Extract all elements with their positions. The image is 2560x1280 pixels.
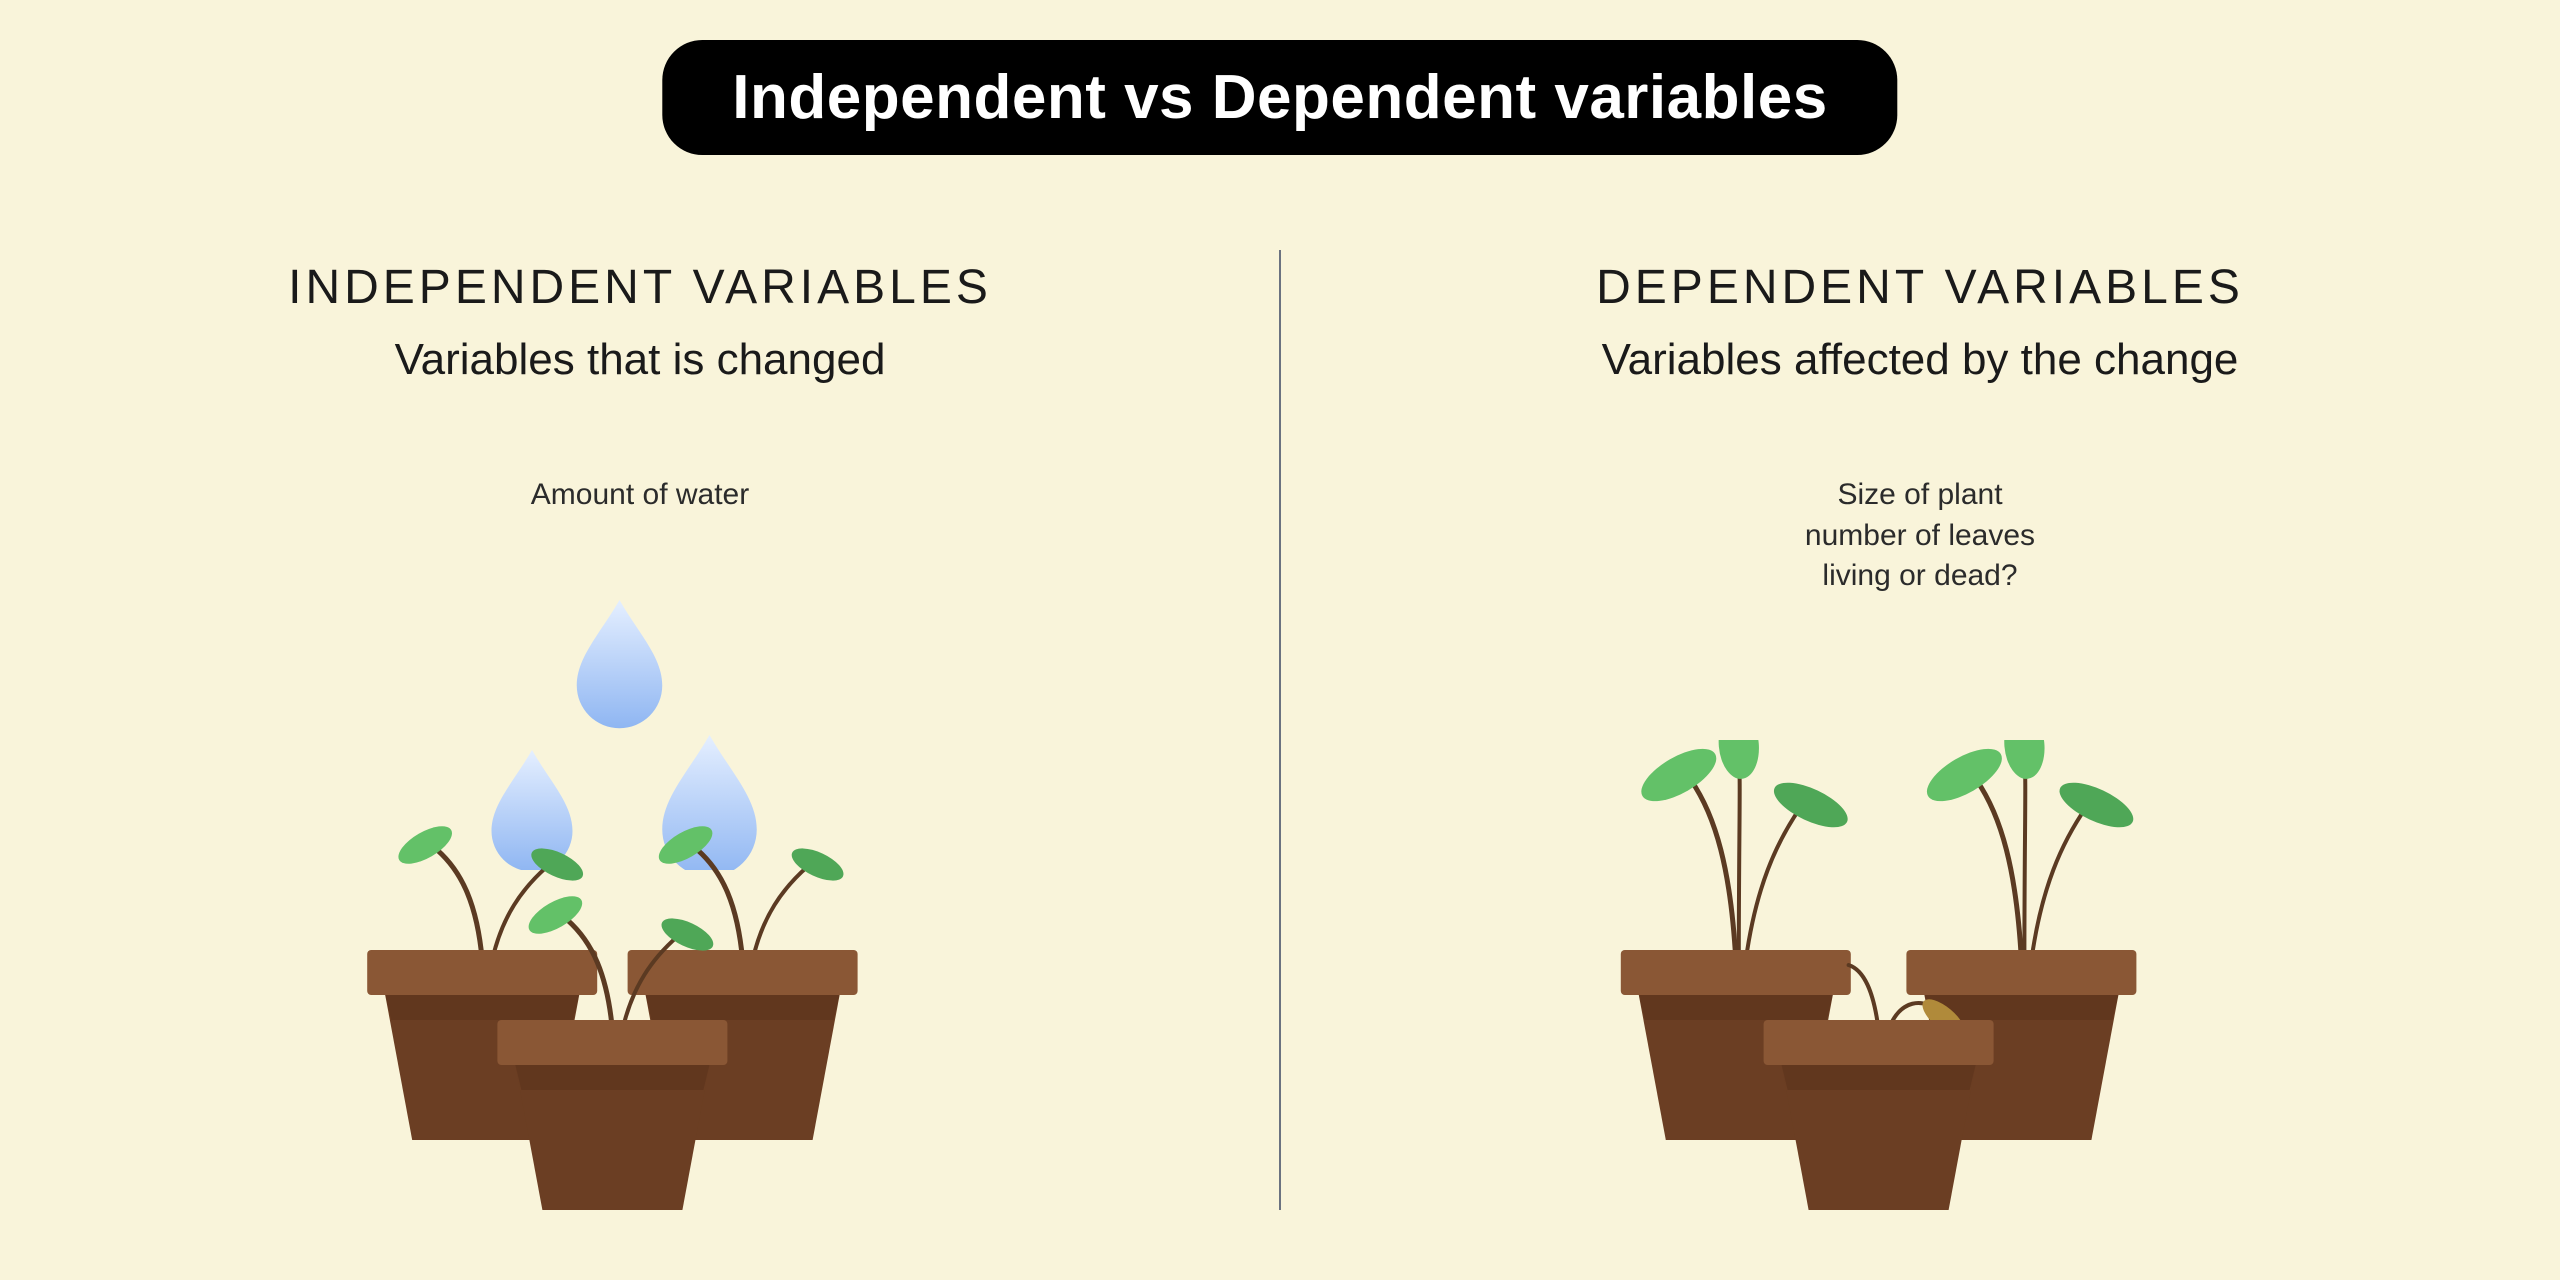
left-subheading: Variables that is changed <box>0 335 1280 385</box>
left-panel: INDEPENDENT VARIABLES Variables that is … <box>0 250 1280 1250</box>
pots-right-icon <box>1580 740 2260 1240</box>
left-heading: INDEPENDENT VARIABLES <box>0 260 1280 315</box>
pots-left-icon <box>330 820 950 1240</box>
right-caption: Size of plant number of leaves living or… <box>1280 475 2560 597</box>
right-panel: DEPENDENT VARIABLES Variables affected b… <box>1280 250 2560 1250</box>
right-subheading: Variables affected by the change <box>1280 335 2560 385</box>
right-heading: DEPENDENT VARIABLES <box>1280 260 2560 315</box>
left-caption: Amount of water <box>0 475 1280 516</box>
infographic-canvas: Independent vs Dependent variables INDEP… <box>0 0 2560 1280</box>
title-heading: Independent vs Dependent variables <box>662 40 1897 155</box>
